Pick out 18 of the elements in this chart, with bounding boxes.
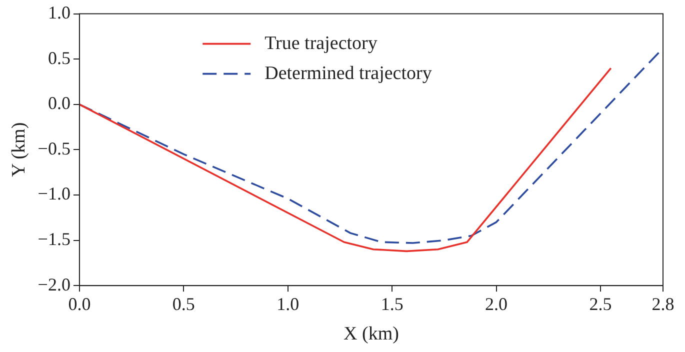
y-tick-label: 1.0	[48, 2, 70, 23]
y-tick-label: 0.0	[48, 93, 70, 114]
y-tick-label: −1.0	[38, 184, 70, 204]
x-tick-label: 1.0	[276, 294, 300, 314]
x-tick-label: 2.5	[589, 294, 612, 314]
x-tick-label: 1.5	[380, 294, 404, 314]
legend-label: True trajectory	[264, 32, 378, 54]
y-tick-label: 0.5	[48, 48, 70, 68]
x-tick-label: 2.0	[485, 294, 508, 314]
x-tick-label: 0.0	[68, 294, 91, 314]
y-axis-title: Y (km)	[8, 122, 30, 178]
y-tick-label: −1.5	[38, 229, 70, 250]
legend-label: Determined trajectory	[264, 62, 432, 84]
x-tick-label: 2.8	[652, 294, 674, 314]
y-tick-label: −0.5	[38, 138, 70, 158]
y-tick-label: −2.0	[38, 274, 70, 294]
x-axis-title: X (km)	[344, 324, 399, 345]
x-tick-label: 0.5	[172, 294, 195, 314]
